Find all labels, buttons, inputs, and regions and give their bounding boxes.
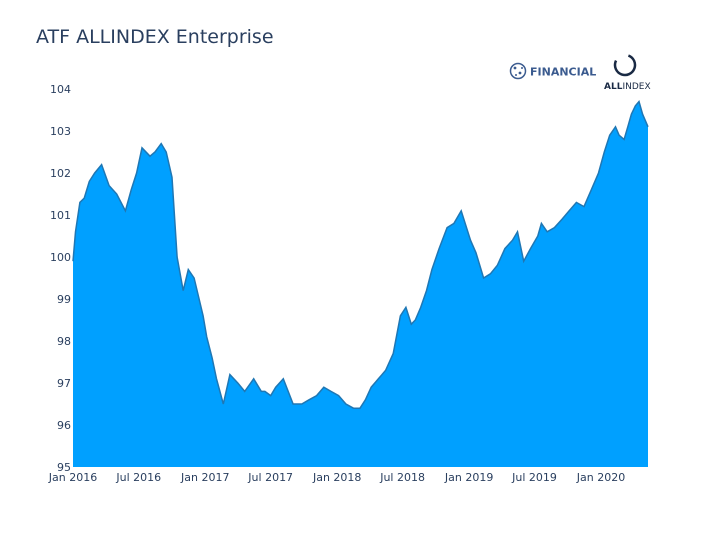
financial-logo-text: FINANCIAL — [530, 66, 596, 79]
x-tick-label: Jul 2017 — [247, 471, 293, 484]
x-tick-label: Jan 2019 — [444, 471, 493, 484]
allindex-index-text: INDEX — [622, 82, 650, 92]
series-area — [73, 101, 648, 467]
y-tick-label: 95 — [57, 461, 71, 474]
x-axis: Jan 2016 Jul 2016 Jan 2017 Jul 2017 Jan 2018… — [48, 471, 625, 484]
plot-area — [72, 100, 649, 467]
y-tick-label: 102 — [50, 167, 71, 180]
allindex-all-text: ALL — [604, 82, 623, 92]
x-tick-label: Jan 2020 — [576, 471, 625, 484]
financial-globe-icon — [509, 62, 527, 80]
y-tick-label: 96 — [57, 419, 71, 432]
x-tick-label: Jul 2019 — [511, 471, 557, 484]
y-tick-label: 97 — [57, 377, 71, 390]
x-tick-label: Jan 2017 — [180, 471, 229, 484]
allindex-ring-icon — [613, 53, 637, 77]
y-tick-label: 103 — [50, 125, 71, 138]
y-axis: 95 96 97 98 99 100 101 102 103 104 — [50, 83, 71, 474]
x-tick-label: Jan 2016 — [48, 471, 97, 484]
x-tick-label: Jul 2018 — [379, 471, 425, 484]
x-tick-label: Jan 2018 — [312, 471, 361, 484]
x-tick-label: Jul 2016 — [115, 471, 161, 484]
chart-title: ATF ALLINDEX Enterprise — [36, 26, 274, 48]
y-tick-label: 101 — [50, 209, 71, 222]
y-tick-label: 104 — [50, 83, 71, 96]
financial-logo: FINANCIAL — [509, 62, 596, 80]
svg-text:ALLINDEX: ALLINDEX — [604, 82, 651, 92]
y-tick-label: 100 — [50, 251, 71, 264]
y-tick-label: 99 — [57, 293, 71, 306]
series-line — [72, 100, 649, 409]
y-tick-label: 98 — [57, 335, 71, 348]
allindex-logo: ALLINDEX — [604, 53, 651, 92]
